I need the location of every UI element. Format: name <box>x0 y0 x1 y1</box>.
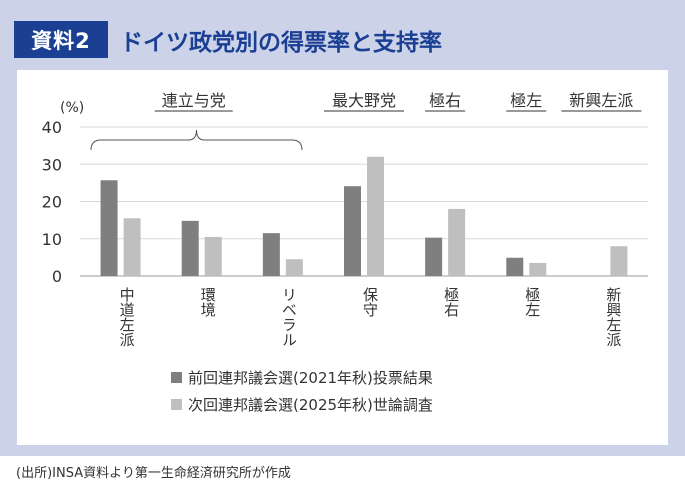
group-label: 連立与党 <box>162 91 226 110</box>
bar-2021 <box>100 180 118 276</box>
bar-2021 <box>262 233 280 276</box>
figure-badge: 資料2 <box>14 21 108 58</box>
bar-2025 <box>529 262 547 276</box>
group-label: 最大野党 <box>332 91 396 110</box>
bar-2021 <box>181 220 199 276</box>
bar-2025 <box>123 218 141 276</box>
legend-swatch <box>171 399 182 410</box>
group-label: 極左 <box>510 91 542 110</box>
y-tick-label: 20 <box>42 193 62 212</box>
bar-2021 <box>425 237 443 276</box>
legend-label: 前回連邦議会選(2021年秋)投票結果 <box>188 369 433 387</box>
bar-2025 <box>610 246 628 276</box>
category-label: 環境 <box>199 287 217 318</box>
y-tick-label: 30 <box>42 155 62 174</box>
bar-2021 <box>344 186 361 276</box>
bar-2025 <box>448 208 466 276</box>
category-label: 極右 <box>442 287 460 317</box>
legend-label: 次回連邦議会選(2025年秋)世論調査 <box>188 396 433 414</box>
bar-2025 <box>285 259 303 276</box>
y-tick-label: 40 <box>42 118 62 137</box>
category-label: 中道左派 <box>118 287 136 347</box>
category-label: 極左 <box>523 287 541 317</box>
category-label: リベラル <box>280 287 298 347</box>
category-label: 保守 <box>361 287 379 318</box>
bar-2025 <box>367 156 384 276</box>
group-label: 極右 <box>429 91 461 110</box>
chart-title: ドイツ政党別の得票率と支持率 <box>120 29 442 56</box>
category-label: 新興左派 <box>604 287 622 347</box>
bar-2025 <box>204 236 222 276</box>
bar-2021 <box>506 257 524 276</box>
y-tick-label: 0 <box>52 267 62 286</box>
group-label: 新興左派 <box>569 91 633 110</box>
source-note: (出所)INSA資料より第一生命経済研究所が作成 <box>16 466 291 481</box>
y-axis-label: (%) <box>60 100 84 116</box>
coalition-bracket <box>90 129 303 151</box>
y-tick-label: 10 <box>42 230 62 249</box>
legend-swatch <box>171 372 182 383</box>
